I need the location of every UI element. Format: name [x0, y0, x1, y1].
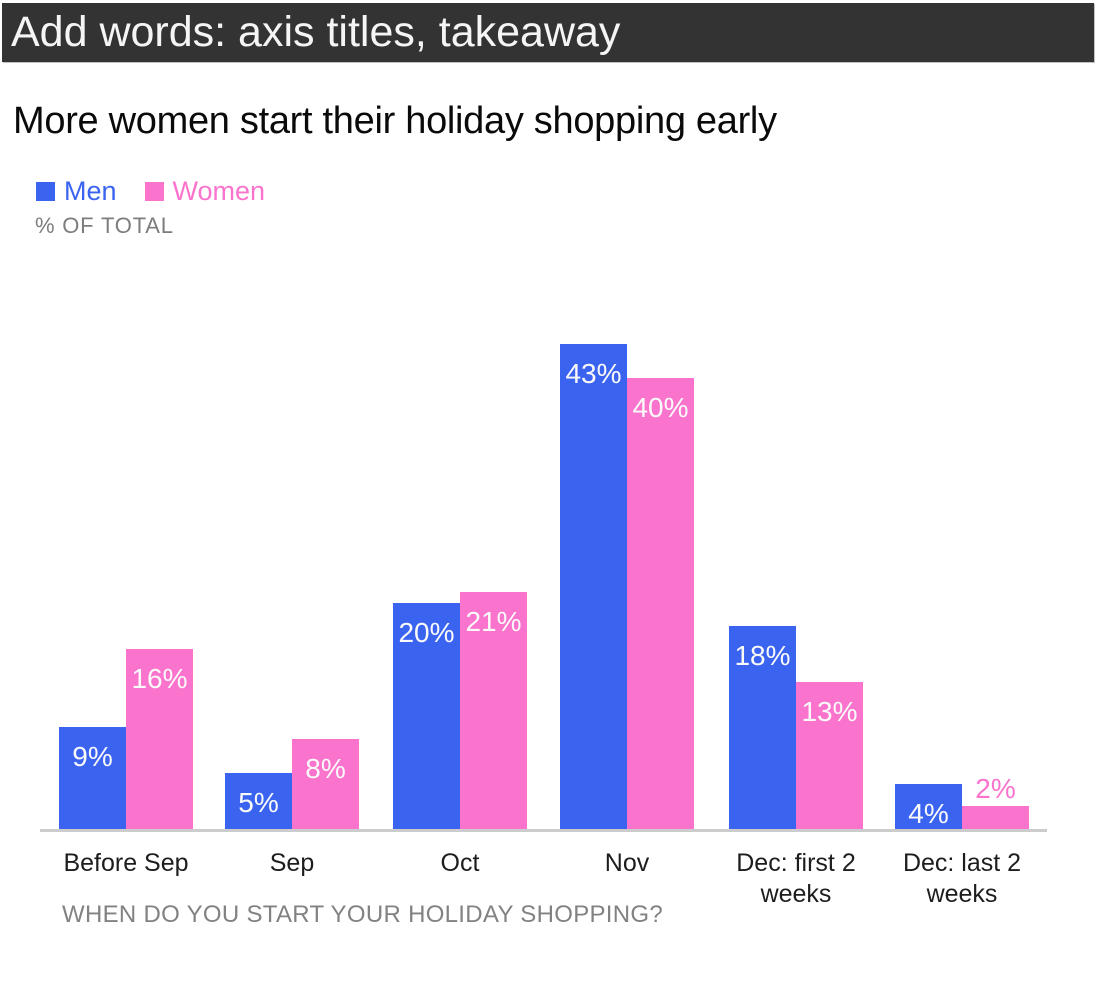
bar-women-nov	[627, 378, 694, 829]
legend-item-men: Men	[36, 176, 117, 207]
bar-value-label: 40%	[632, 392, 689, 423]
bar-men-dec-first-2-weeks	[729, 626, 796, 829]
chart-title: More women start their holiday shopping …	[13, 100, 777, 142]
bar-women-dec-last-2-weeks	[962, 806, 1029, 829]
legend-label: Women	[172, 176, 266, 206]
legend: Men Women	[36, 176, 265, 207]
bar-value-label: 43%	[565, 358, 622, 389]
bar-value-label: 9%	[72, 741, 113, 772]
bar-value-label: 20%	[398, 617, 455, 648]
bar-value-label: 16%	[131, 663, 188, 694]
bar-value-label: 21%	[465, 606, 522, 637]
category-label: Dec: first 2 weeks	[736, 849, 856, 908]
category-label: Dec: last 2 weeks	[902, 849, 1022, 908]
bar-women-before-sep	[126, 649, 193, 829]
category-label: Nov	[604, 849, 650, 877]
legend-swatch-icon	[36, 182, 55, 201]
bar-value-label: 5%	[238, 787, 279, 818]
slide-header-title: Add words: axis titles, takeaway	[11, 8, 621, 56]
bar-men-before-sep	[59, 727, 126, 829]
bar-women-sep	[292, 739, 359, 829]
legend-swatch-icon	[144, 182, 164, 201]
bar-value-label: 4%	[908, 798, 949, 829]
category-label: Oct	[440, 849, 480, 877]
bar-value-label: 2%	[975, 773, 1016, 804]
slide-header-bar: Add words: axis titles, takeaway	[2, 3, 1094, 62]
x-axis-title: WHEN DO YOU START YOUR HOLIDAY SHOPPING?	[62, 901, 664, 928]
bar-men-nov	[560, 344, 627, 829]
y-axis-title: % OF TOTAL	[35, 213, 174, 238]
x-axis-line	[40, 829, 1047, 832]
bar-men-dec-last-2-weeks	[895, 784, 962, 829]
legend-item-women: Women	[144, 176, 266, 207]
category-label: Before Sep	[63, 849, 189, 877]
bar-women-oct	[460, 592, 527, 829]
bar-men-oct	[393, 603, 460, 829]
category-label: Sep	[269, 849, 315, 877]
legend-label: Men	[64, 176, 117, 206]
bar-value-label: 8%	[305, 753, 346, 784]
bar-value-label: 13%	[801, 696, 858, 727]
bar-men-sep	[225, 773, 292, 829]
bar-value-label: 18%	[734, 640, 791, 671]
bar-women-dec-first-2-weeks	[796, 682, 863, 829]
